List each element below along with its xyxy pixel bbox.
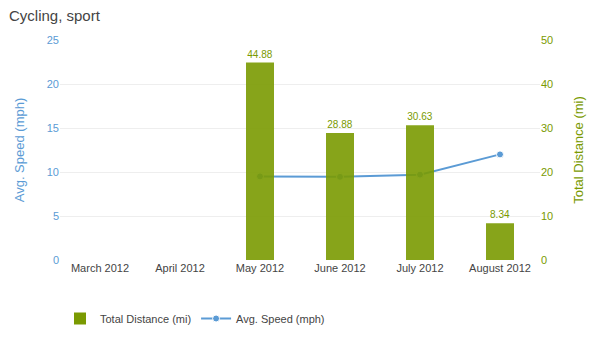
svg-text:30: 30 <box>541 122 553 134</box>
svg-text:10: 10 <box>541 210 553 222</box>
svg-text:March 2012: March 2012 <box>71 262 129 274</box>
svg-text:Total Distance (mi): Total Distance (mi) <box>571 96 586 204</box>
svg-text:June 2012: June 2012 <box>314 262 365 274</box>
svg-text:28.88: 28.88 <box>327 119 352 130</box>
svg-text:10: 10 <box>47 166 59 178</box>
svg-text:Avg. Speed (mph): Avg. Speed (mph) <box>236 313 324 325</box>
svg-text:Avg. Speed (mph): Avg. Speed (mph) <box>12 98 27 203</box>
svg-text:40: 40 <box>541 78 553 90</box>
svg-text:May 2012: May 2012 <box>236 262 284 274</box>
svg-text:8.34: 8.34 <box>490 209 510 220</box>
svg-text:Cycling, sport: Cycling, sport <box>9 7 101 24</box>
svg-text:August 2012: August 2012 <box>469 262 531 274</box>
svg-text:0: 0 <box>541 254 547 266</box>
svg-text:July 2012: July 2012 <box>396 262 443 274</box>
svg-text:30.63: 30.63 <box>407 111 432 122</box>
svg-text:April 2012: April 2012 <box>155 262 205 274</box>
svg-text:20: 20 <box>541 166 553 178</box>
svg-text:5: 5 <box>53 210 59 222</box>
svg-text:44.88: 44.88 <box>247 49 272 60</box>
svg-text:15: 15 <box>47 122 59 134</box>
svg-text:Total Distance (mi): Total Distance (mi) <box>100 313 191 325</box>
svg-text:0: 0 <box>53 254 59 266</box>
svg-text:25: 25 <box>47 34 59 46</box>
svg-text:50: 50 <box>541 34 553 46</box>
svg-text:20: 20 <box>47 78 59 90</box>
